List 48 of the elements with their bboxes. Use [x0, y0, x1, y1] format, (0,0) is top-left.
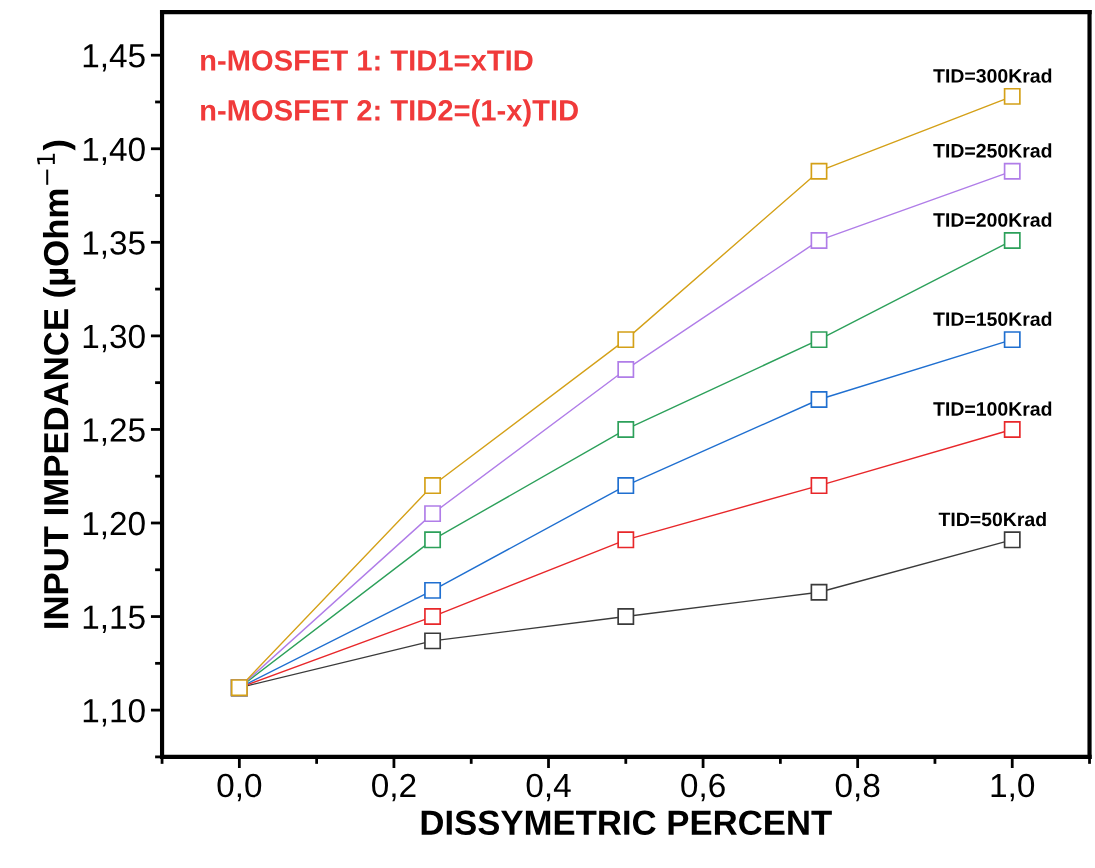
x-axis-title: DISSYMETRIC PERCENT	[421, 810, 832, 835]
point	[424, 632, 442, 650]
x-tick-label: 0,2	[372, 773, 416, 802]
point	[617, 477, 635, 495]
y-tick-label: 1,45	[83, 44, 145, 72]
y-tick-label: 1,20	[83, 511, 145, 540]
point	[424, 505, 442, 523]
annotation: n-MOSFET 2: TID2=(1-x)TID	[201, 99, 578, 127]
point	[617, 420, 635, 438]
point	[810, 331, 828, 349]
point	[617, 361, 635, 379]
x-tick-label: 1,0	[991, 773, 1035, 802]
y-tick-label: 1,35	[83, 231, 145, 259]
point	[1003, 420, 1021, 438]
x-tick-label: 0,0	[217, 773, 262, 802]
x-tick-label: 0,4	[526, 773, 571, 802]
point	[810, 391, 828, 408]
point	[617, 331, 635, 349]
y-axis-title: INPUT IMPEDANCE (µOhm$^{−1}$)	[37, 140, 76, 628]
series-label: TID=100Krad	[933, 401, 1052, 416]
point	[810, 162, 828, 180]
point	[424, 581, 442, 599]
point	[424, 477, 442, 495]
point	[617, 608, 635, 626]
point	[1003, 331, 1021, 349]
point	[810, 583, 828, 601]
series-label: TID=300Krad	[933, 68, 1052, 83]
point	[1003, 231, 1021, 249]
y-tick-label: 1,10	[83, 698, 145, 727]
point	[424, 531, 442, 549]
point	[1003, 531, 1021, 549]
point	[810, 231, 828, 249]
x-tick-label: 0,6	[681, 773, 725, 802]
series-label: TID=50Krad	[938, 511, 1046, 527]
point	[617, 531, 635, 549]
point	[1003, 162, 1021, 180]
point	[424, 608, 442, 626]
annotation: n-MOSFET 1: TID1=xTID	[201, 50, 533, 71]
y-tick-label: 1,15	[83, 605, 145, 633]
point	[1003, 87, 1021, 105]
point	[810, 477, 828, 495]
y-tick-label: 1,30	[83, 324, 145, 353]
y-tick-label: 1,25	[83, 418, 145, 446]
x-tick-label: 0,8	[835, 773, 880, 802]
series-label: TID=200Krad	[933, 212, 1052, 227]
y-tick-label: 1,40	[83, 137, 145, 166]
series-label: TID=250Krad	[933, 143, 1052, 158]
series-label: TID=150Krad	[933, 311, 1052, 327]
